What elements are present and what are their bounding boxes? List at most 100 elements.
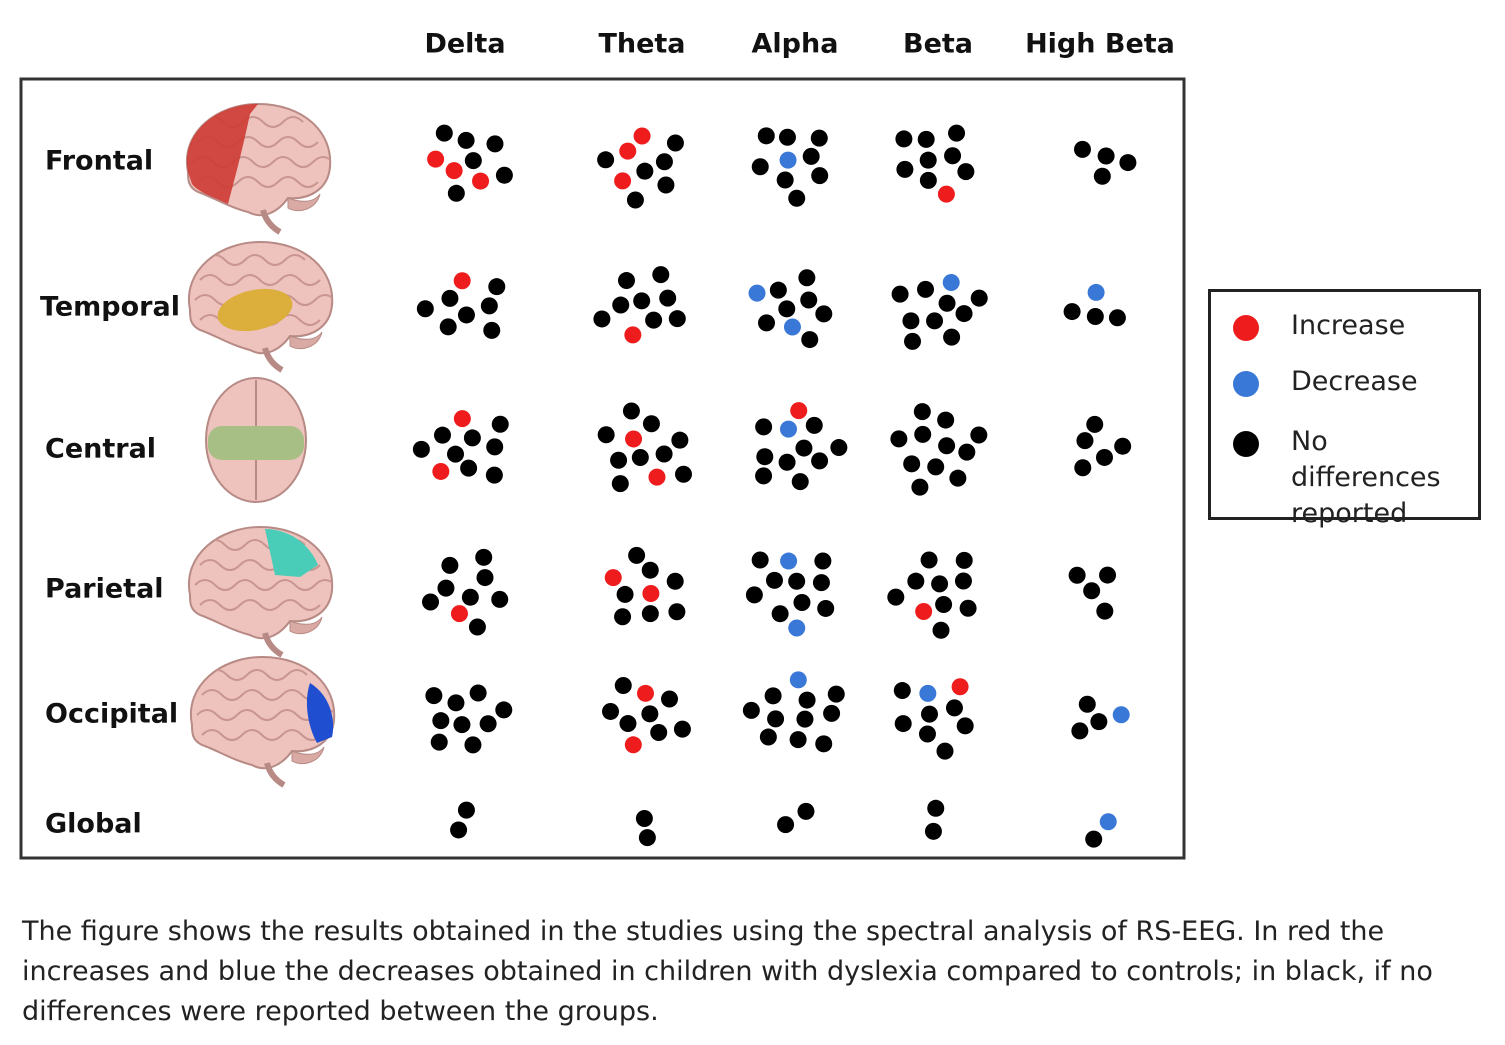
study-dot: [666, 134, 684, 152]
study-dot: [895, 130, 913, 148]
study-dot: [780, 552, 798, 570]
study-dot: [432, 462, 450, 480]
study-dot: [464, 736, 482, 754]
study-dot: [927, 458, 945, 476]
study-dot: [830, 439, 848, 457]
study-dot: [955, 551, 973, 569]
study-dot: [767, 710, 785, 728]
study-dot: [942, 273, 960, 291]
study-dot: [812, 574, 830, 592]
study-dot: [949, 469, 967, 487]
study-dot: [801, 331, 819, 349]
study-dot: [896, 160, 914, 178]
study-dot: [461, 588, 479, 606]
study-dot: [597, 426, 615, 444]
study-dot: [751, 158, 769, 176]
study-dot: [476, 569, 494, 587]
study-dot: [970, 289, 988, 307]
study-dot: [657, 176, 675, 194]
study-dot: [778, 128, 796, 146]
study-dot: [655, 153, 673, 171]
study-dot: [765, 571, 783, 589]
study-dot: [450, 605, 468, 623]
study-dot: [439, 318, 457, 336]
study-dot: [1078, 695, 1096, 713]
study-dot: [495, 701, 513, 719]
study-dot: [675, 465, 693, 483]
study-dot: [777, 816, 795, 834]
row-label: Temporal: [40, 292, 180, 323]
study-dot: [488, 278, 506, 296]
study-dot: [797, 802, 815, 820]
legend: Increase Decrease No differences reported: [1208, 289, 1481, 529]
study-dot: [938, 437, 956, 455]
caption: The figure shows the results obtained in…: [22, 916, 1433, 1027]
study-dot: [1071, 722, 1089, 740]
study-dot: [788, 619, 806, 637]
study-dot: [769, 281, 787, 299]
column-header: Delta: [424, 29, 505, 60]
study-dot: [764, 687, 782, 705]
study-dot: [1093, 167, 1111, 185]
study-dot: [745, 586, 763, 604]
brain-occipital: [191, 657, 337, 785]
study-dot: [890, 430, 908, 448]
study-dot: [668, 603, 686, 621]
study-dot: [778, 453, 796, 471]
study-dot: [614, 676, 632, 694]
legend-item: No differences reported: [1233, 426, 1481, 532]
row-label: Parietal: [45, 574, 164, 605]
study-dot: [641, 605, 659, 623]
study-dot: [604, 569, 622, 587]
study-dot: [463, 429, 481, 447]
study-dot: [453, 716, 471, 734]
study-dot: [491, 590, 509, 608]
study-dot: [914, 425, 932, 443]
study-dot: [793, 594, 811, 612]
study-dot: [1097, 147, 1115, 165]
study-dot: [957, 163, 975, 181]
study-dot: [668, 310, 686, 328]
study-dot: [919, 684, 937, 702]
study-dot: [1076, 432, 1094, 450]
study-dot: [811, 452, 829, 470]
study-dot: [1114, 437, 1132, 455]
study-dot: [771, 605, 789, 623]
study-dot: [445, 162, 463, 180]
study-dot: [610, 451, 628, 469]
study-dot: [894, 715, 912, 733]
study-dot: [435, 124, 453, 142]
study-dot: [805, 416, 823, 434]
study-dot: [422, 593, 440, 611]
study-dot: [427, 150, 445, 168]
study-dot: [788, 572, 806, 590]
column-header: High Beta: [1025, 29, 1175, 60]
study-dot: [597, 151, 615, 169]
study-dot: [666, 572, 684, 590]
study-dot: [619, 715, 637, 733]
study-dot: [486, 438, 504, 456]
study-dot: [1112, 706, 1130, 724]
study-dot: [441, 289, 459, 307]
study-dot: [425, 687, 443, 705]
study-dot: [798, 691, 816, 709]
study-dot: [917, 130, 935, 148]
study-dot: [779, 420, 797, 438]
study-dot: [789, 731, 807, 749]
study-dot: [631, 448, 649, 466]
row-label: Global: [45, 809, 142, 840]
study-dot: [795, 439, 813, 457]
study-dot: [486, 135, 504, 153]
study-dot: [783, 318, 801, 336]
study-dot: [815, 735, 833, 753]
study-dot: [1096, 602, 1114, 620]
study-dot: [628, 546, 646, 564]
legend-label: Increase: [1291, 310, 1406, 341]
study-dot: [635, 809, 653, 827]
study-dot: [902, 312, 920, 330]
study-dot: [796, 710, 814, 728]
study-dot: [827, 685, 845, 703]
study-dot: [954, 572, 972, 590]
legend-label: No differences reported: [1291, 426, 1441, 529]
brain-frontal: [187, 104, 333, 232]
